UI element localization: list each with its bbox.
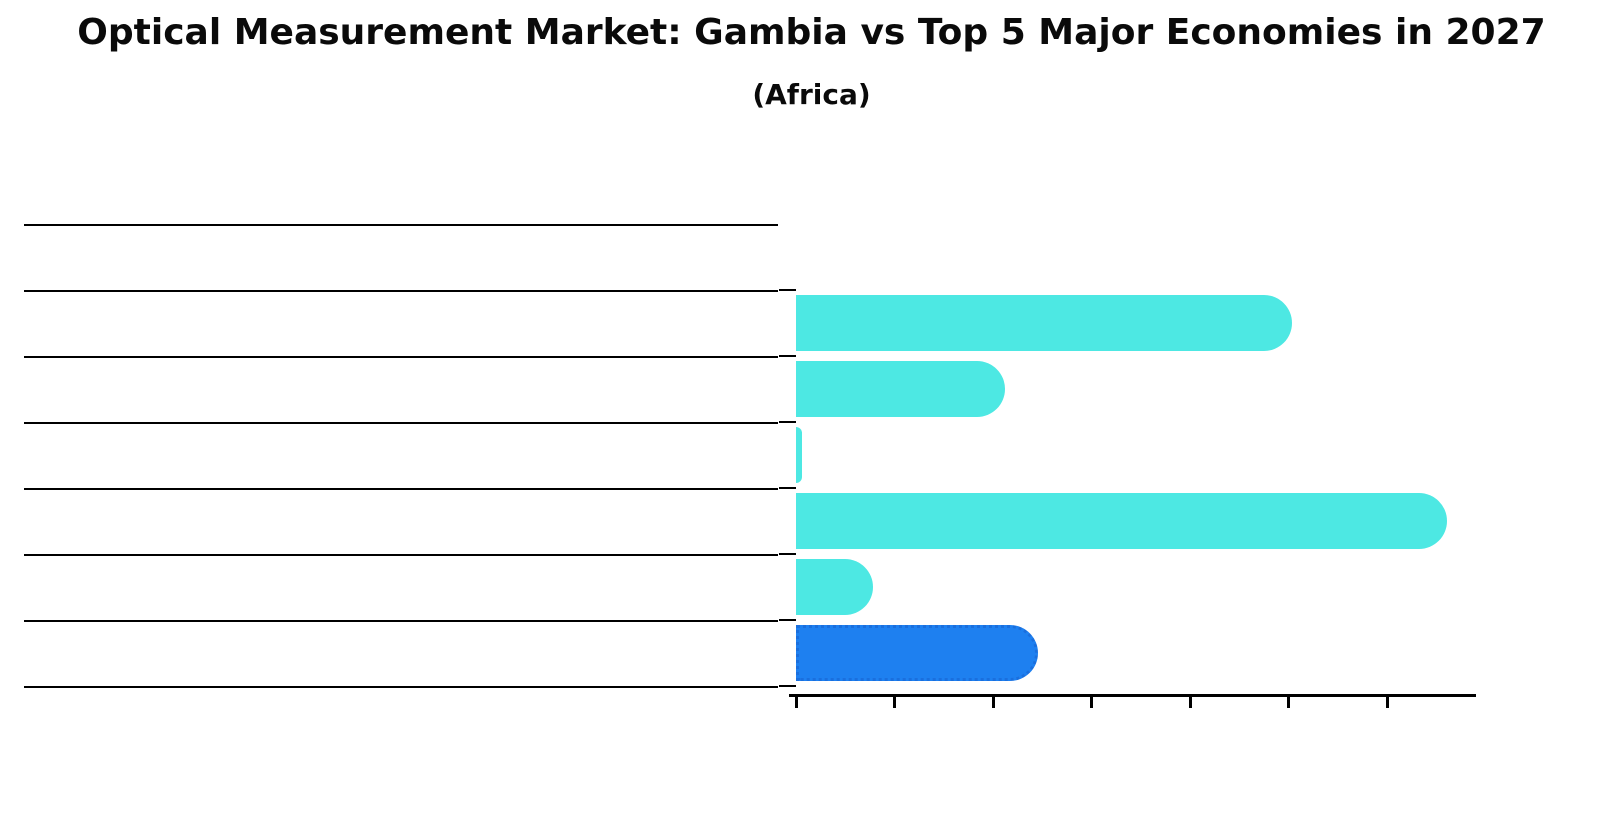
table-row xyxy=(24,554,778,620)
x-tick-mark xyxy=(991,697,995,708)
y-tick-mark xyxy=(779,553,796,555)
table-rule xyxy=(24,356,778,358)
x-tick-label xyxy=(1160,704,1220,736)
table-rule xyxy=(24,224,778,226)
bar xyxy=(796,493,1447,549)
x-tick-mark xyxy=(1090,697,1094,708)
x-tick-mark xyxy=(893,697,897,708)
table-rule xyxy=(24,686,778,688)
table-row xyxy=(24,356,778,422)
x-tick-label xyxy=(1258,704,1318,736)
y-tick-mark xyxy=(779,421,796,423)
x-tick-mark xyxy=(795,697,798,708)
table-rule xyxy=(24,620,778,622)
x-tick-label xyxy=(766,704,826,736)
bar xyxy=(796,559,873,615)
bar-highlight xyxy=(796,625,1038,681)
x-tick-mark xyxy=(1385,697,1389,708)
table-row xyxy=(24,620,778,686)
x-tick-label xyxy=(1061,704,1121,736)
table-row xyxy=(24,290,778,356)
chart-subtitle: (Africa) xyxy=(752,78,871,111)
chart-title: Optical Measurement Market: Gambia vs To… xyxy=(77,12,1546,53)
x-tick-label xyxy=(1357,704,1417,736)
x-tick-label xyxy=(963,704,1023,736)
bar xyxy=(796,295,1292,351)
table-rule xyxy=(24,422,778,424)
x-tick-mark xyxy=(1188,697,1192,708)
table-row xyxy=(24,488,778,554)
table-rule xyxy=(24,488,778,490)
y-tick-mark xyxy=(779,355,796,357)
bar xyxy=(796,427,802,483)
x-tick-label xyxy=(864,704,924,736)
bar xyxy=(796,361,1005,417)
table-header-row xyxy=(24,224,778,290)
y-tick-mark xyxy=(779,619,796,621)
y-tick-mark xyxy=(779,685,796,687)
y-tick-mark xyxy=(779,487,796,489)
y-tick-mark xyxy=(779,289,796,291)
table-row xyxy=(24,422,778,488)
x-axis-line xyxy=(789,694,1476,697)
x-tick-mark xyxy=(1287,697,1291,708)
table-rule xyxy=(24,554,778,556)
table-rule xyxy=(24,290,778,292)
